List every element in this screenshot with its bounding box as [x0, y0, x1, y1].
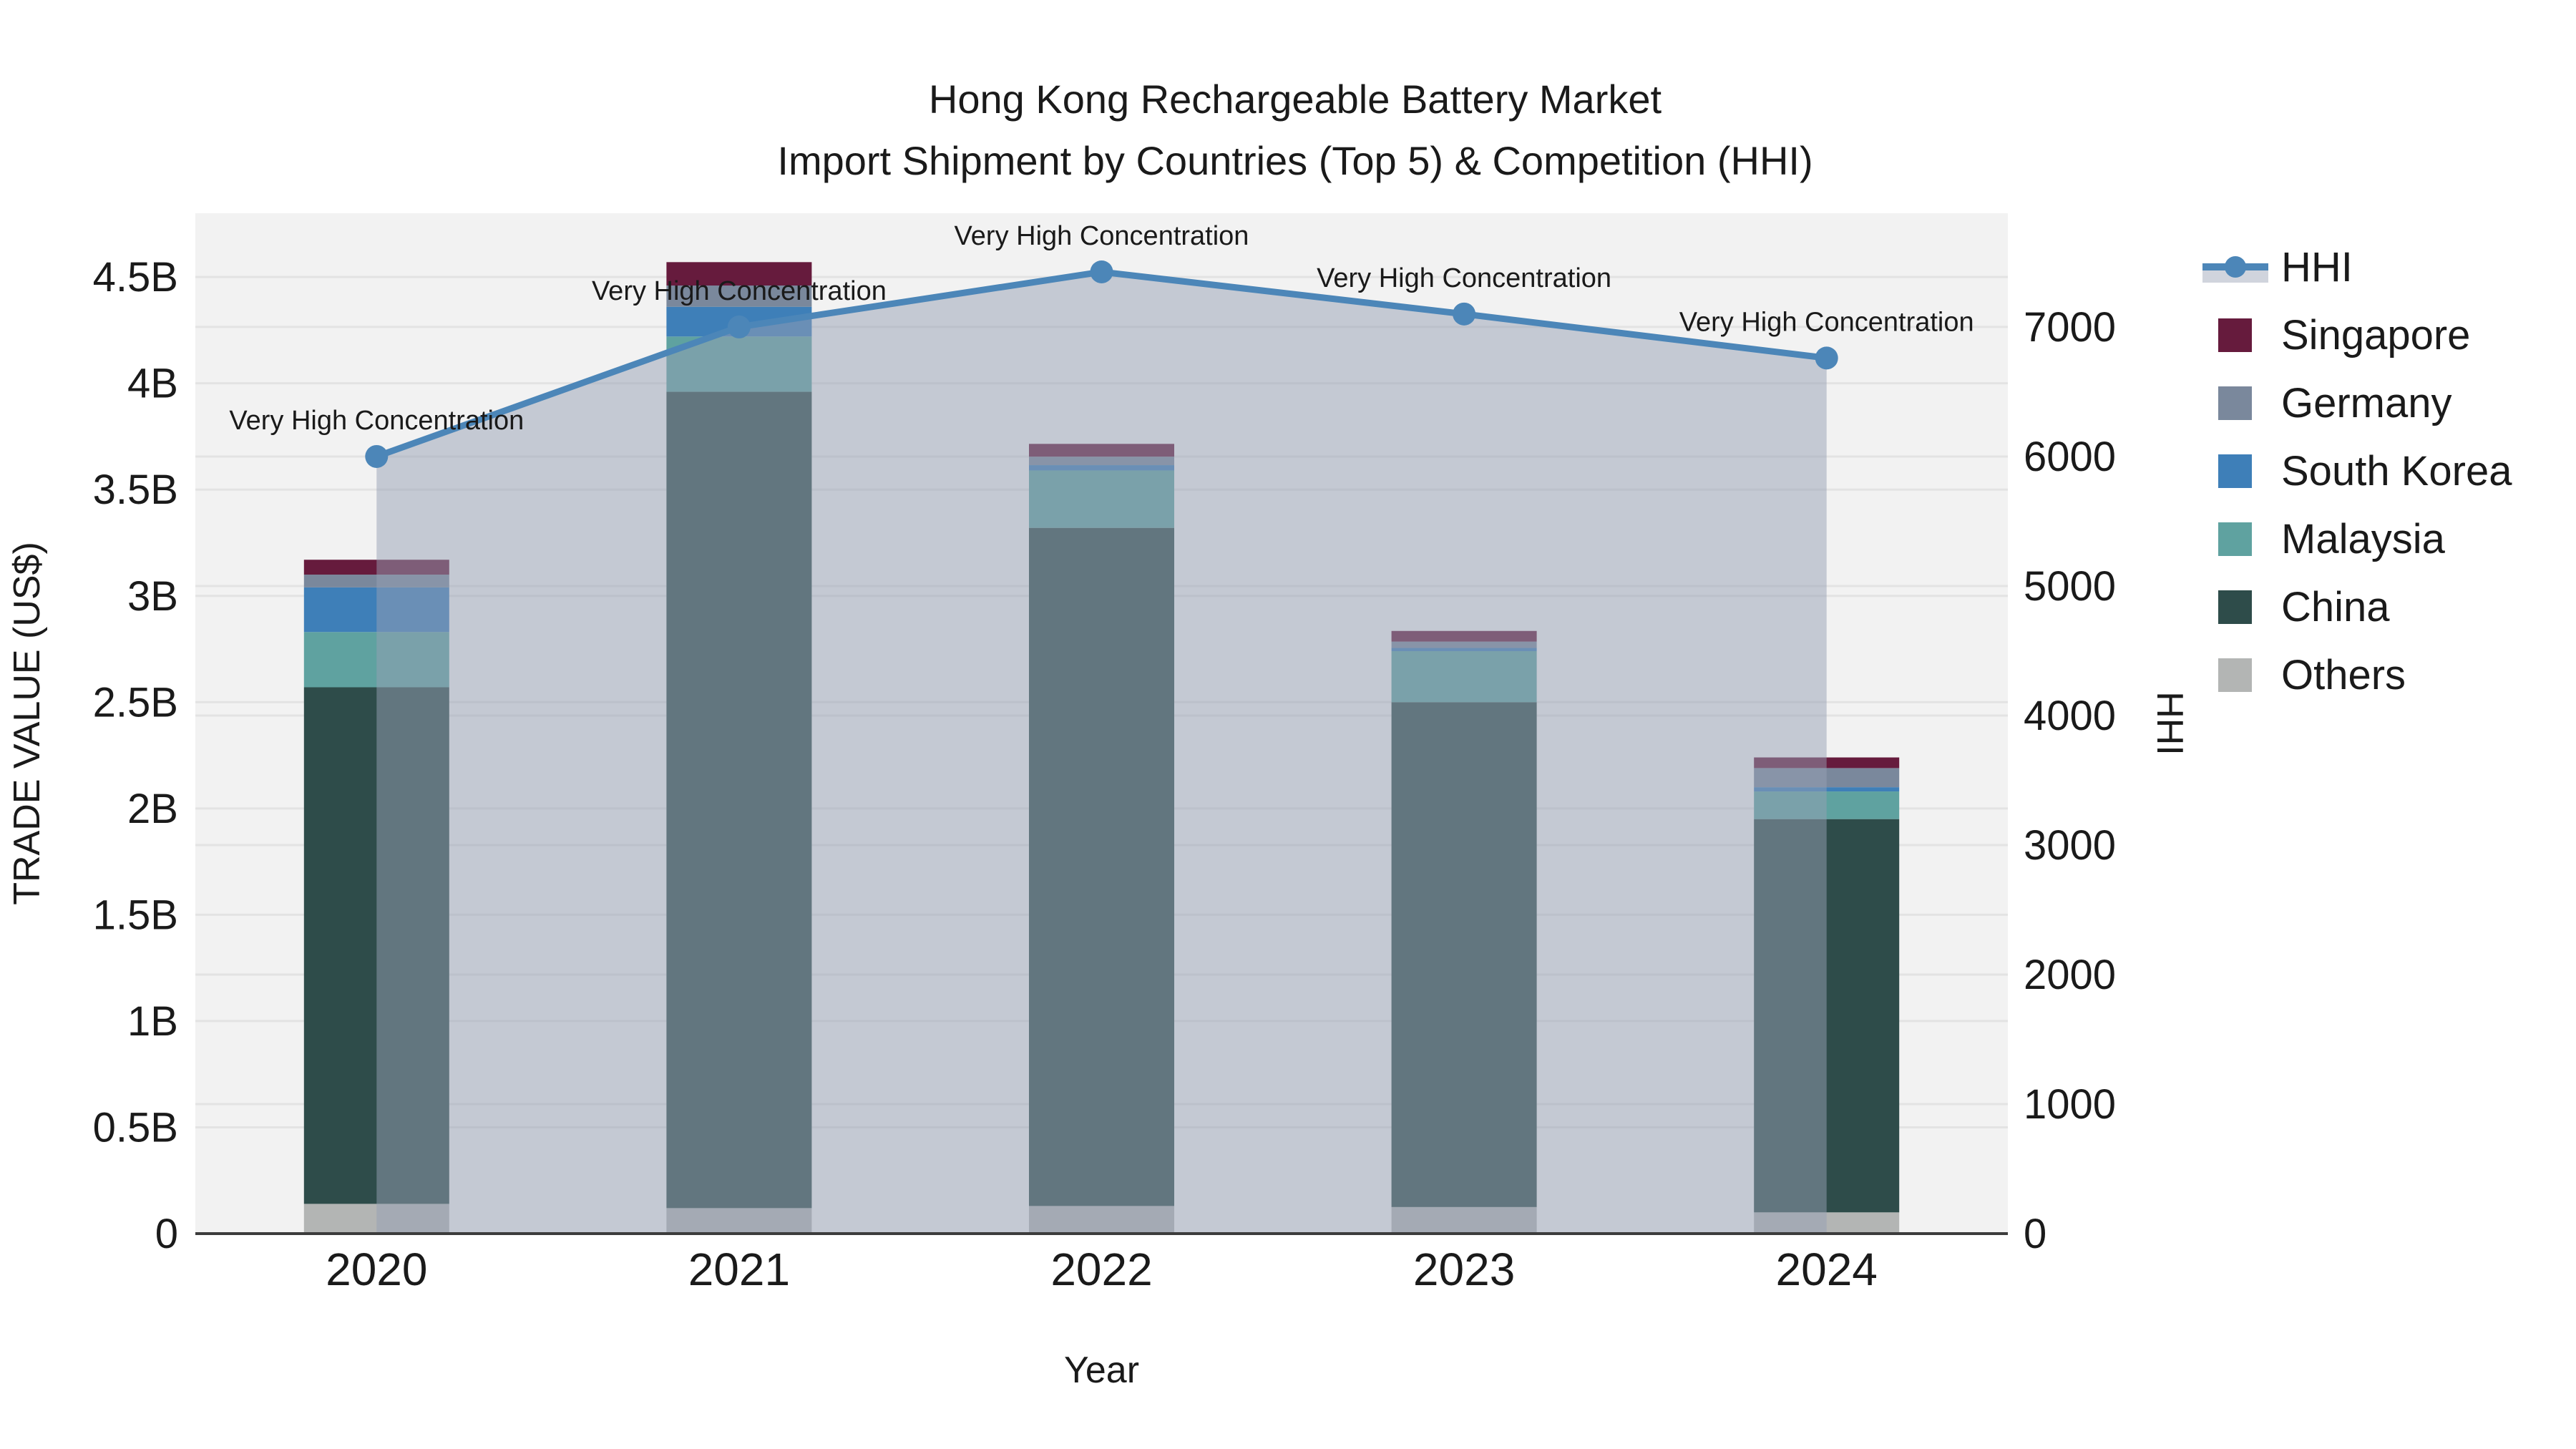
legend-item-singapore[interactable]: Singapore [2218, 312, 2470, 358]
y-left-tick-label: 1B [127, 998, 178, 1045]
y-right-tick-label: 7000 [2024, 304, 2116, 351]
y-right-tick-label: 5000 [2024, 563, 2116, 610]
legend-item-others[interactable]: Others [2218, 652, 2406, 698]
chart-title-line2: Import Shipment by Countries (Top 5) & C… [777, 138, 1813, 183]
y-right-tick-label: 2000 [2024, 952, 2116, 998]
chart-title-line1: Hong Kong Rechargeable Battery Market [928, 77, 1662, 122]
hhi-marker [1815, 346, 1838, 370]
hhi-marker [1090, 260, 1113, 283]
annotation-label: Very High Concentration [592, 276, 887, 306]
x-tick-label: 2021 [688, 1244, 790, 1295]
hhi-marker [727, 315, 751, 338]
y-right-tick-label: 3000 [2024, 822, 2116, 869]
y-left-tick-label: 4B [127, 361, 178, 407]
legend-label: Singapore [2281, 312, 2470, 358]
y-right-tick-label: 0 [2024, 1211, 2046, 1257]
legend-label: South Korea [2281, 448, 2512, 494]
hhi-marker [365, 444, 389, 468]
y-left-tick-label: 3.5B [93, 467, 178, 513]
y-right-axis-title: HHI [2149, 691, 2190, 756]
x-axis-title: Year [1064, 1350, 1139, 1391]
legend-color-swatch [2218, 318, 2252, 352]
y-left-tick-label: 0 [155, 1211, 178, 1257]
legend-label: Germany [2281, 380, 2452, 426]
y-right-tick-label: 6000 [2024, 434, 2116, 480]
x-tick-label: 2023 [1413, 1244, 1515, 1295]
legend-label: China [2281, 584, 2390, 630]
y-left-axis-title: TRADE VALUE (US$) [6, 542, 48, 905]
legend-item-malaysia[interactable]: Malaysia [2218, 516, 2446, 562]
hhi-area-fill [376, 271, 1827, 1234]
y-right-tick-label: 1000 [2024, 1081, 2116, 1128]
legend-color-swatch [2218, 386, 2252, 420]
annotation-label: Very High Concentration [1679, 307, 1974, 337]
x-tick-label: 2024 [1776, 1244, 1878, 1295]
legend-item-china[interactable]: China [2218, 584, 2390, 630]
legend-item-germany[interactable]: Germany [2218, 380, 2452, 426]
legend-color-swatch [2218, 454, 2252, 488]
y-left-tick-label: 0.5B [93, 1104, 178, 1151]
legend-label: Malaysia [2281, 516, 2446, 562]
y-left-tick-label: 4.5B [93, 254, 178, 301]
bar-segment-singapore [666, 262, 812, 286]
y-left-tick-label: 3B [127, 573, 178, 620]
x-tick-label: 2020 [326, 1244, 427, 1295]
x-tick-label: 2022 [1050, 1244, 1152, 1295]
legend-label: HHI [2281, 244, 2353, 291]
legend-hhi-marker-swatch [2225, 256, 2246, 278]
y-left-tick-label: 2.5B [93, 679, 178, 726]
annotation-label: Very High Concentration [229, 406, 524, 436]
legend-color-swatch [2218, 522, 2252, 556]
y-left-tick-label: 1.5B [93, 892, 178, 938]
annotation-label: Very High Concentration [1317, 263, 1611, 293]
y-left-tick-label: 2B [127, 786, 178, 832]
legend-color-swatch [2218, 590, 2252, 624]
legend-item-south-korea[interactable]: South Korea [2218, 448, 2512, 494]
legend-color-swatch [2218, 658, 2252, 692]
legend-label: Others [2281, 652, 2406, 698]
annotation-label: Very High Concentration [955, 221, 1249, 251]
y-right-tick-label: 4000 [2024, 693, 2116, 739]
bar-segment-germany [666, 286, 812, 307]
chart-title: Hong Kong Rechargeable Battery Market Im… [0, 69, 2576, 192]
legend-item-hhi[interactable]: HHI [2202, 244, 2353, 291]
hhi-marker [1453, 302, 1476, 326]
